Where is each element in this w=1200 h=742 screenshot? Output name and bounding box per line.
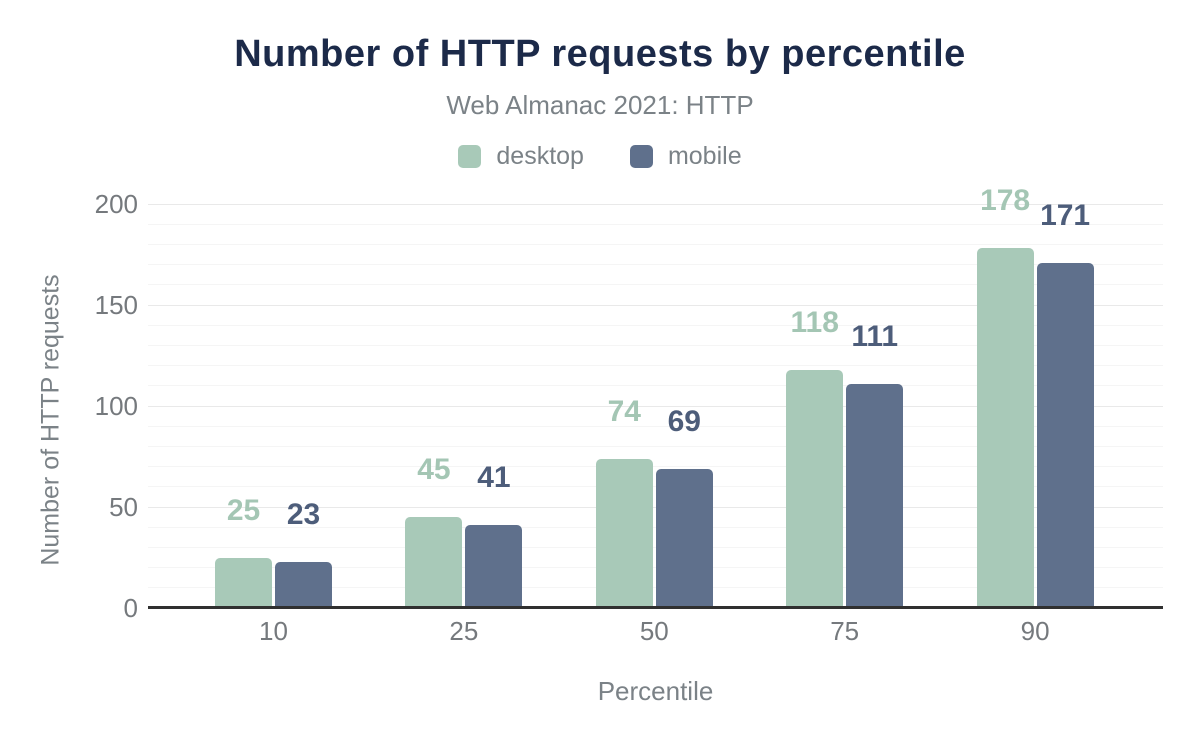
minor-gridline [148,526,1163,528]
mobile-bar [1036,262,1094,608]
mobile-bar [655,468,713,608]
legend-item-mobile: mobile [629,142,742,171]
y-tick-label: 0 [123,593,138,623]
x-tick-label: 75 [830,616,860,646]
major-gridline [148,405,1163,407]
desktop-bar-value-label: 45 [417,453,451,487]
desktop-legend-swatch-icon [458,145,482,168]
mobile-bar-value-label: 171 [1040,198,1091,232]
y-axis-title: Number of HTTP requests [36,274,65,566]
minor-gridline [148,546,1163,548]
x-tick-label: 25 [449,616,479,646]
minor-gridline [148,567,1163,569]
minor-gridline [148,587,1163,589]
x-tick-label: 50 [639,616,669,646]
desktop-bar-value-label: 118 [790,305,839,339]
mobile-bar [465,525,523,608]
legend: desktop mobile [0,142,1200,171]
x-tick-label: 90 [1020,616,1050,646]
y-tick-label: 100 [94,391,138,421]
legend-label-mobile: mobile [667,142,742,170]
x-axis-baseline [148,606,1163,609]
y-tick-label: 50 [109,492,138,522]
mobile-bar-value-label: 41 [477,461,511,495]
major-gridline [148,304,1163,306]
chart-title: Number of HTTP requests by percentile [234,33,966,75]
minor-gridline [148,243,1163,245]
minor-gridline [148,264,1163,266]
minor-gridline [148,284,1163,286]
minor-gridline [148,385,1163,387]
mobile-bar [275,561,332,608]
x-tick-label: 10 [259,616,288,646]
minor-gridline [148,344,1163,346]
mobile-bar-value-label: 69 [667,404,701,438]
minor-gridline [148,223,1163,225]
minor-gridline [148,445,1163,447]
mobile-bar [846,383,904,608]
mobile-bar-value-label: 23 [286,497,321,531]
legend-item-desktop: desktop [458,142,584,171]
desktop-bar [405,517,463,608]
minor-gridline [148,486,1163,488]
desktop-bar-value-label: 74 [607,394,641,428]
minor-gridline [148,324,1163,326]
legend-label-desktop: desktop [496,142,584,170]
chart-subtitle: Web Almanac 2021: HTTP [446,90,754,120]
minor-gridline [148,466,1163,468]
plot-area: 25 45 74 118 178 23 41 69 111 171 [148,186,1163,608]
desktop-bar [786,369,844,608]
desktop-bar [595,458,653,608]
desktop-bar-value-label: 178 [980,184,1031,218]
mobile-bar-value-label: 111 [851,319,899,353]
minor-gridline [148,365,1163,367]
x-axis-title: Percentile [597,676,714,706]
y-tick-label: 200 [94,189,138,219]
y-tick-label: 150 [94,290,138,320]
mobile-legend-swatch-icon [629,145,653,168]
desktop-bar [976,248,1034,608]
minor-gridline [148,425,1163,427]
major-gridline [148,506,1163,508]
major-gridline [148,203,1163,205]
desktop-bar-value-label: 25 [226,493,261,527]
desktop-bar [215,557,272,608]
